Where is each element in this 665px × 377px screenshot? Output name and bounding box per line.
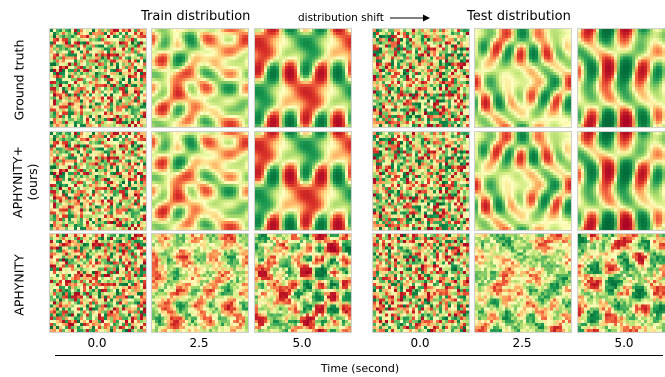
heatmap-panel <box>577 131 665 231</box>
column-tick: 5.0 <box>614 336 634 350</box>
heatmap-panel <box>372 131 470 231</box>
heatmap-panel <box>372 28 470 128</box>
heatmap-panel <box>254 233 352 333</box>
heatmap-panel <box>474 131 572 231</box>
distribution-shift-label: distribution shift <box>298 12 384 24</box>
test-distribution-header: Test distribution <box>467 9 571 24</box>
column-tick: 0.0 <box>410 336 430 350</box>
heatmap-panel <box>151 131 249 231</box>
heatmap-panel <box>49 233 147 333</box>
shift-arrow-icon <box>390 14 430 22</box>
heatmap-panel <box>49 131 147 231</box>
train-distribution-header: Train distribution <box>141 9 251 24</box>
heatmap-panel <box>151 28 249 128</box>
heatmap-panel <box>577 28 665 128</box>
column-tick: 5.0 <box>292 336 312 350</box>
time-axis-label: Time (second) <box>320 362 400 375</box>
column-tick: 0.0 <box>87 336 107 350</box>
column-tick: 2.5 <box>189 336 209 350</box>
heatmap-panel <box>577 233 665 333</box>
row-label-aphynity-plus: APHYNITY+ (ours) <box>10 146 40 218</box>
heatmap-panel <box>474 233 572 333</box>
heatmap-panel <box>254 28 352 128</box>
heatmap-panel <box>254 131 352 231</box>
time-axis-line <box>55 355 663 356</box>
heatmap-panel <box>49 28 147 128</box>
heatmap-panel <box>151 233 249 333</box>
row-label-aphynity: APHYNITY <box>11 254 27 316</box>
heatmap-panel <box>372 233 470 333</box>
heatmap-panel <box>474 28 572 128</box>
row-label-ground-truth: Ground truth <box>11 39 27 121</box>
column-tick: 2.5 <box>512 336 532 350</box>
